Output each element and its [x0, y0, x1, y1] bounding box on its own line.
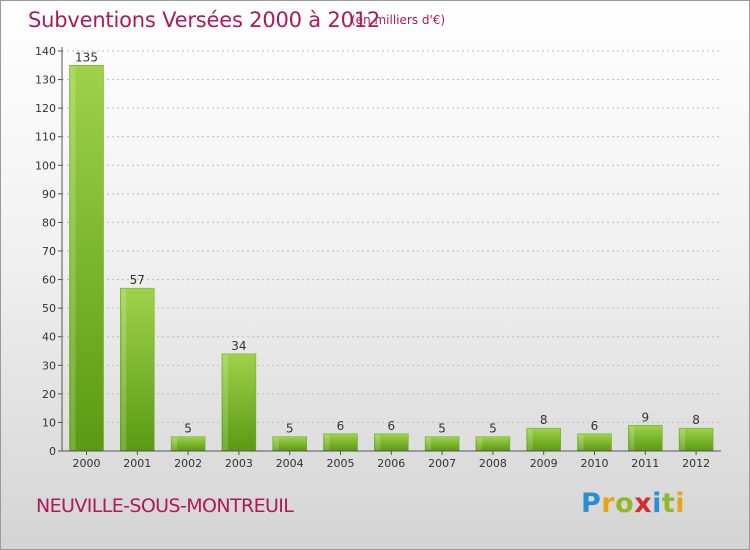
- y-tick-label: 80: [42, 216, 56, 229]
- data-label: 5: [286, 422, 294, 436]
- x-tick-label: 2007: [428, 457, 456, 470]
- y-tick-label: 70: [42, 245, 56, 258]
- data-label: 57: [130, 273, 145, 287]
- logo-letter: t: [661, 488, 676, 519]
- bar-2003: [221, 353, 257, 452]
- data-label: 5: [489, 422, 497, 436]
- bar-sheen: [121, 289, 127, 450]
- logo-letter: r: [601, 488, 616, 519]
- data-label: 8: [540, 413, 548, 427]
- x-tick-label: 2006: [377, 457, 405, 470]
- bars: [69, 65, 714, 452]
- bar-sheen: [629, 426, 635, 450]
- logo-letter: x: [634, 488, 653, 519]
- bar-sheen: [172, 437, 178, 450]
- data-label: 5: [438, 422, 446, 436]
- x-tick-label: 2002: [174, 457, 202, 470]
- axes: 0 10 20 30 40 50 60 70 80 90 100 110 120 130 140 2000 20…: [35, 45, 721, 470]
- logo-letter: i: [652, 488, 662, 519]
- x-tick-label: 2008: [479, 457, 507, 470]
- x-tick-label: 2005: [327, 457, 355, 470]
- data-label: 34: [231, 339, 246, 353]
- logo-letter: o: [615, 488, 635, 519]
- y-tick-label: 140: [35, 45, 56, 58]
- data-label: 8: [692, 413, 700, 427]
- bar-sheen: [476, 437, 482, 450]
- x-tick-label: 2003: [225, 457, 253, 470]
- bar-sheen: [527, 429, 533, 450]
- y-tick-label: 10: [42, 416, 56, 429]
- y-tick-label: 30: [42, 359, 56, 372]
- data-label: 135: [75, 50, 98, 64]
- y-tick-label: 20: [42, 388, 56, 401]
- bar-sheen: [680, 429, 686, 450]
- data-label: 6: [591, 419, 599, 433]
- y-tick-label: 120: [35, 102, 56, 115]
- bar-sheen: [578, 434, 584, 450]
- data-labels: 135 57 5 34 5 6 6 5 5 8 6 9 8: [75, 50, 700, 435]
- y-tick-label: 50: [42, 302, 56, 315]
- chart-unit-note: (en milliers d'€): [351, 13, 446, 27]
- x-tick-label: 2010: [581, 457, 609, 470]
- bar-2001: [120, 287, 155, 452]
- bar-sheen: [273, 437, 279, 450]
- x-tick-label: 2011: [631, 457, 659, 470]
- chart-title: Subventions Versées 2000 à 2012: [28, 8, 381, 32]
- x-tick-label: 2000: [73, 457, 101, 470]
- y-tick-label: 100: [35, 159, 56, 172]
- y-tick-label: 60: [42, 274, 56, 287]
- bar-2000: [69, 65, 104, 452]
- y-tick-label: 40: [42, 331, 56, 344]
- bar-sheen: [222, 354, 228, 450]
- data-label: 6: [387, 419, 395, 433]
- grid-lines: [62, 50, 721, 423]
- bar-sheen: [426, 437, 432, 450]
- logo-letter: P: [581, 488, 602, 519]
- bar-sheen: [70, 66, 76, 451]
- proxiti-logo: Proxiti: [581, 488, 685, 519]
- logo-letter: i: [675, 488, 686, 519]
- data-label: 5: [184, 422, 192, 436]
- commune-name: NEUVILLE-SOUS-MONTREUIL: [36, 495, 294, 517]
- x-tick-label: 2009: [530, 457, 558, 470]
- x-tick-label: 2004: [276, 457, 304, 470]
- x-tick-label: 2012: [682, 457, 710, 470]
- data-label: 9: [641, 410, 649, 424]
- x-tick-label: 2001: [123, 457, 151, 470]
- y-tick-label: 90: [42, 188, 56, 201]
- bar-sheen: [324, 434, 330, 450]
- bar-sheen: [375, 434, 381, 450]
- y-tick-label: 130: [35, 74, 56, 87]
- data-label: 6: [337, 419, 345, 433]
- y-tick-label: 110: [35, 131, 56, 144]
- y-tick-label: 0: [49, 445, 56, 458]
